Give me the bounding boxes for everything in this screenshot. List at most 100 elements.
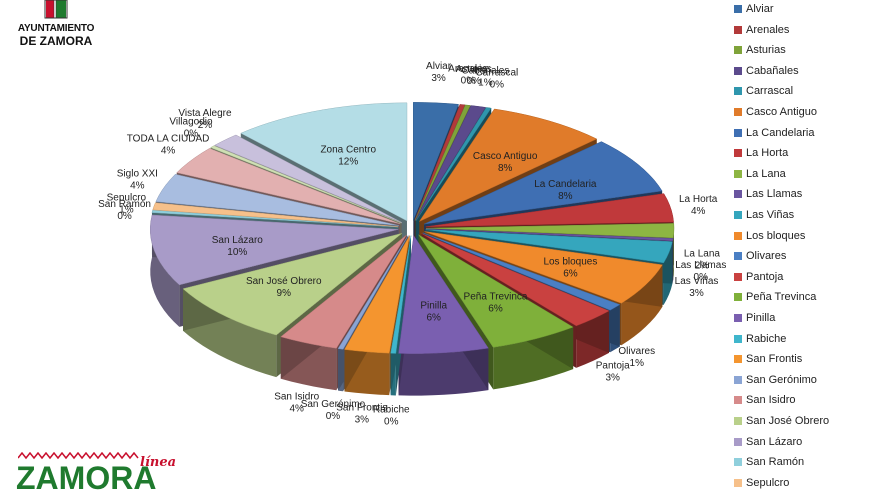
legend-label: San Frontis — [746, 350, 802, 368]
legend-label: San Gerónimo — [746, 371, 817, 389]
legend-swatch — [734, 376, 742, 384]
legend-label: Las Llamas — [746, 185, 802, 203]
data-label-value-las-vinas: 3% — [689, 288, 704, 299]
legend-label: Peña Trevinca — [746, 288, 816, 306]
legend-item-cabanales: Cabañales — [734, 62, 880, 82]
legend-item-san-lazaro: San Lázaro — [734, 433, 880, 453]
data-label-name-vista-alegre: Vista Alegre — [178, 108, 232, 119]
legend-label: Rabiche — [746, 330, 786, 348]
data-label-name-la-lana: La Lana — [684, 249, 721, 260]
legend-swatch — [734, 438, 742, 446]
legend-item-san-frontis: San Frontis — [734, 350, 880, 370]
legend-item-olivares: Olivares — [734, 247, 880, 267]
legend-label: Los bloques — [746, 227, 805, 245]
data-label-value-san-jose-obrero: 9% — [277, 288, 292, 299]
data-label-value-los-bloques: 6% — [563, 269, 578, 280]
data-label-name-la-horta: La Horta — [679, 194, 718, 205]
linea-zamora-logo: línea ZAMORA — [12, 452, 192, 495]
legend-label: San José Obrero — [746, 412, 829, 430]
legend-item-san-geronimo: San Gerónimo — [734, 371, 880, 391]
data-label-name-olivares: Olivares — [618, 346, 655, 357]
legend-swatch — [734, 396, 742, 404]
data-label-name-pena-trevinca: Peña Trevinca — [464, 291, 528, 302]
legend-label: La Lana — [746, 165, 786, 183]
legend-item-san-ramon: San Ramón — [734, 453, 880, 473]
legend-item-sepulcro: Sepulcro — [734, 474, 880, 494]
data-label-value-sepulcro: 1% — [119, 204, 134, 215]
data-label-value-siglo-xxi: 4% — [130, 181, 145, 192]
legend-item-las-vinas: Las Viñas — [734, 206, 880, 226]
data-label-name-zona-centro: Zona Centro — [320, 145, 376, 156]
legend-swatch — [734, 458, 742, 466]
legend-item-la-horta: La Horta — [734, 144, 880, 164]
legend-item-san-isidro: San Isidro — [734, 391, 880, 411]
data-label-name-carrascal: Carrascal — [475, 67, 518, 78]
data-label-value-rabiche: 0% — [384, 416, 399, 427]
legend-swatch — [734, 108, 742, 116]
data-label-value-toda-la-ciudad: 4% — [161, 146, 176, 157]
legend-swatch — [734, 232, 742, 240]
legend-swatch — [734, 87, 742, 95]
data-label-value-san-frontis: 3% — [355, 414, 370, 425]
data-label-value-casco-antiguo: 8% — [498, 163, 513, 174]
legend-item-casco-antiguo: Casco Antiguo — [734, 103, 880, 123]
legend-label: La Horta — [746, 144, 788, 162]
data-label-value-villagodio: 0% — [184, 129, 199, 140]
data-label-value-carrascal: 0% — [490, 79, 505, 90]
data-label-name-san-jose-obrero: San José Obrero — [246, 276, 322, 287]
legend-label: Sepulcro — [746, 474, 789, 492]
legend-label: La Candelaria — [746, 124, 815, 142]
data-label-name-sepulcro: Sepulcro — [107, 192, 147, 203]
legend-item-rabiche: Rabiche — [734, 330, 880, 350]
data-label-value-san-lazaro: 10% — [227, 247, 247, 258]
data-label-name-san-lazaro: San Lázaro — [212, 235, 264, 246]
legend-swatch — [734, 335, 742, 343]
data-label-value-zona-centro: 12% — [338, 157, 358, 168]
legend-swatch — [734, 211, 742, 219]
legend-label: San Ramón — [746, 453, 804, 471]
logo-brand-text: ZAMORA — [16, 460, 156, 496]
legend-label: San Lázaro — [746, 433, 802, 451]
legend-swatch — [734, 46, 742, 54]
legend-label: Casco Antiguo — [746, 103, 817, 121]
legend-item-pena-trevinca: Peña Trevinca — [734, 288, 880, 308]
legend-item-arenales: Arenales — [734, 21, 880, 41]
legend-swatch — [734, 170, 742, 178]
legend-item-la-lana: La Lana — [734, 165, 880, 185]
data-label-name-pantoja: Pantoja — [596, 360, 630, 371]
data-label-value-la-candelaria: 8% — [558, 191, 573, 202]
legend-label: Asturias — [746, 41, 786, 59]
data-label-value-pena-trevinca: 6% — [488, 303, 503, 314]
data-label-value-la-horta: 4% — [691, 206, 706, 217]
legend-swatch — [734, 252, 742, 260]
legend-swatch — [734, 355, 742, 363]
data-label-value-pantoja: 3% — [605, 372, 620, 383]
data-label-name-san-isidro: San Isidro — [274, 392, 319, 403]
legend-swatch — [734, 67, 742, 75]
legend-swatch — [734, 314, 742, 322]
legend-item-asturias: Asturias — [734, 41, 880, 61]
data-label-value-vista-alegre: 2% — [198, 120, 213, 131]
pie-chart: Alviar3%Arenales0%Asturias0%Cabañales1%C… — [0, 0, 734, 495]
legend-label: Las Viñas — [746, 206, 794, 224]
legend-label: Olivares — [746, 247, 786, 265]
data-label-name-las-vinas: Las Viñas — [675, 276, 719, 287]
legend-item-pinilla: Pinilla — [734, 309, 880, 329]
legend-item-los-bloques: Los bloques — [734, 227, 880, 247]
legend-label: Arenales — [746, 21, 789, 39]
legend-label: Alviar — [746, 0, 774, 18]
legend-item-la-candelaria: La Candelaria — [734, 124, 880, 144]
data-label-name-pinilla: Pinilla — [420, 300, 447, 311]
legend-swatch — [734, 129, 742, 137]
data-label-name-las-llamas: Las Llamas — [675, 260, 726, 271]
legend-swatch — [734, 273, 742, 281]
legend-swatch — [734, 26, 742, 34]
data-label-value-san-isidro: 4% — [289, 404, 304, 415]
data-label-value-pinilla: 6% — [426, 312, 441, 323]
data-label-name-los-bloques: Los bloques — [543, 257, 597, 268]
legend-swatch — [734, 479, 742, 487]
legend-item-carrascal: Carrascal — [734, 82, 880, 102]
legend-label: Carrascal — [746, 82, 793, 100]
legend-swatch — [734, 293, 742, 301]
